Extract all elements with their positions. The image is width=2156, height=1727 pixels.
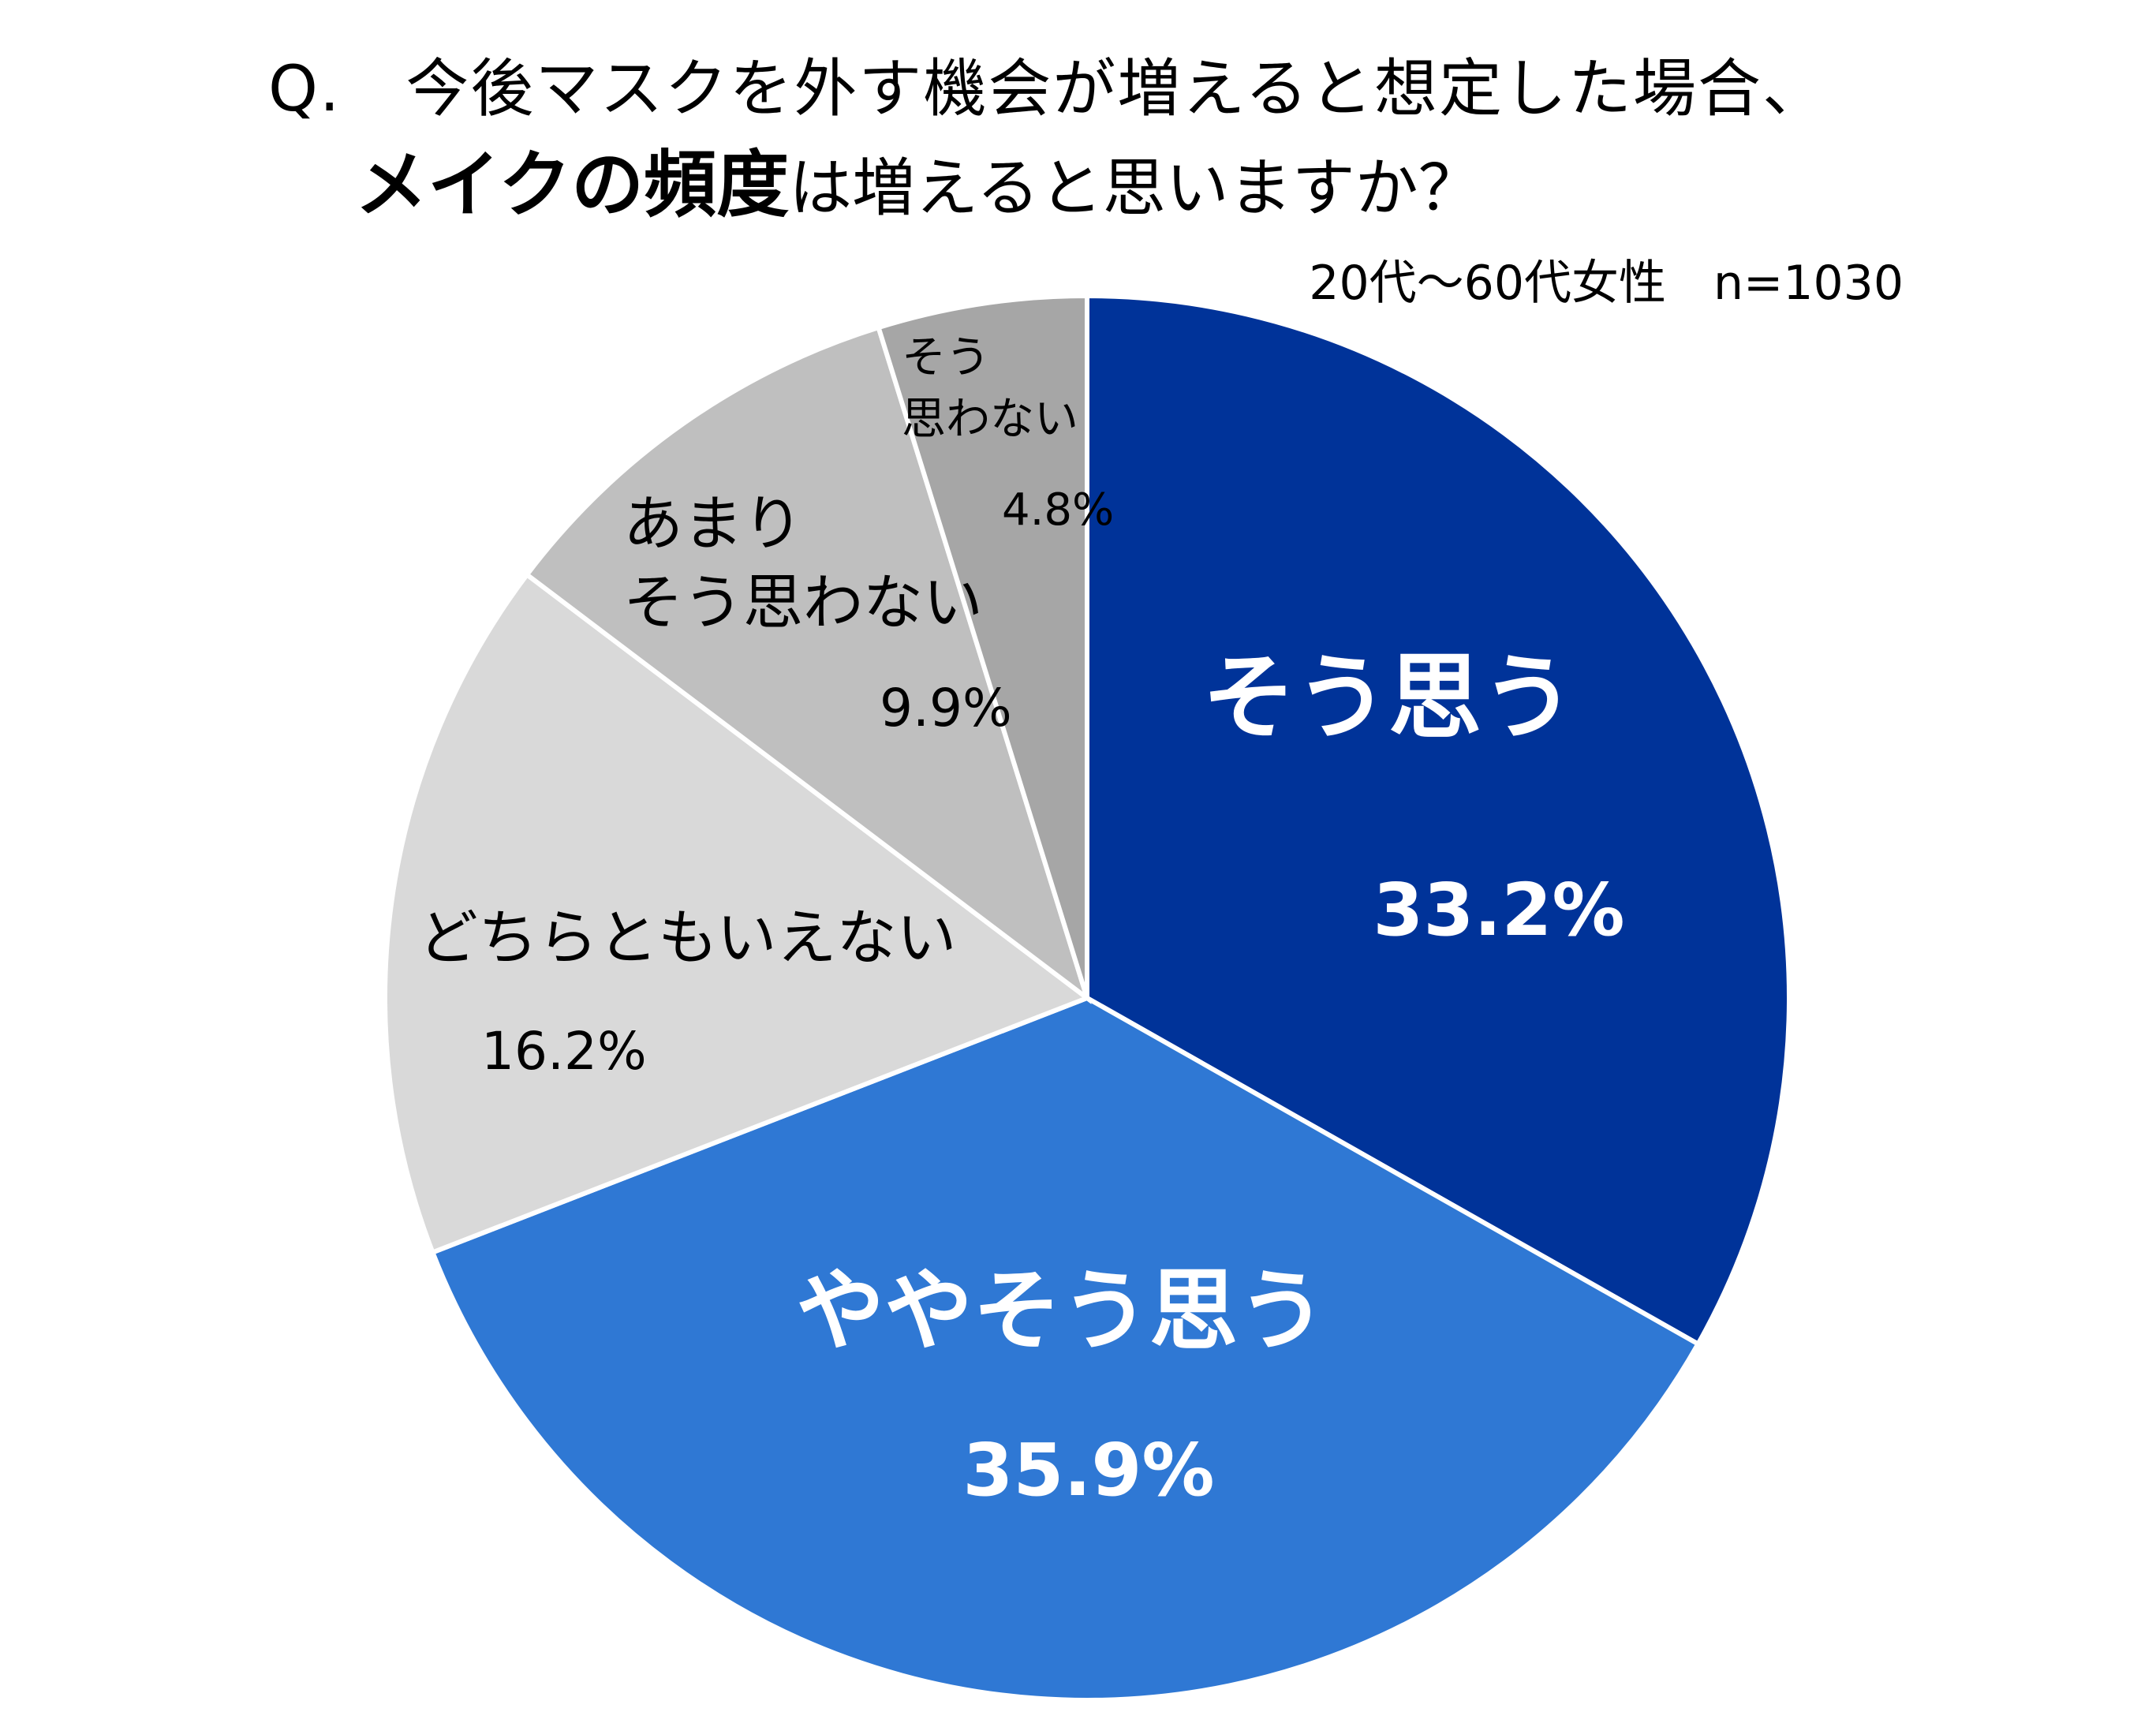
slice-2-value-label: 35.9% (962, 1428, 1214, 1512)
slice-1-value-label: 33.2% (1373, 868, 1624, 952)
slice-1-name: そう思う (1202, 643, 1575, 752)
chart-title-emphasis: メイクの頻度 (355, 143, 790, 227)
slice-4-name-line1: あまり (623, 488, 803, 559)
chart-title-line1: Q. 今後マスクを外す機会が増えると想定した場合、 (268, 52, 1827, 125)
pie-slice-4 (523, 324, 1092, 1005)
pie-slice-1 (1085, 293, 1792, 1348)
pie-slice-2 (429, 995, 1702, 1703)
chart-title-line2: メイクの頻度は増えると思いますか？ (355, 126, 1482, 231)
chart-title-rest: は増えると思いますか？ (789, 151, 1482, 225)
slice-5-name-line1: そう (902, 332, 990, 383)
sample-note: 20代～60代女性 n=1030 (1309, 256, 1904, 311)
slice-5-value-label: 4.8% (1002, 484, 1114, 536)
slice-5-name-line2: 思わない (902, 394, 1078, 445)
slice-4-name-line2: そう思わない (623, 567, 983, 637)
slice-4-value-label: 9.9% (880, 678, 1012, 738)
pie-slice-5 (875, 293, 1089, 999)
slice-3-value-label: 16.2% (481, 1021, 647, 1082)
slice-3-name: どちらともいえない (418, 903, 956, 973)
slice-2-name: ややそう思う (796, 1260, 1326, 1363)
pie-slice-3 (383, 571, 1093, 1256)
